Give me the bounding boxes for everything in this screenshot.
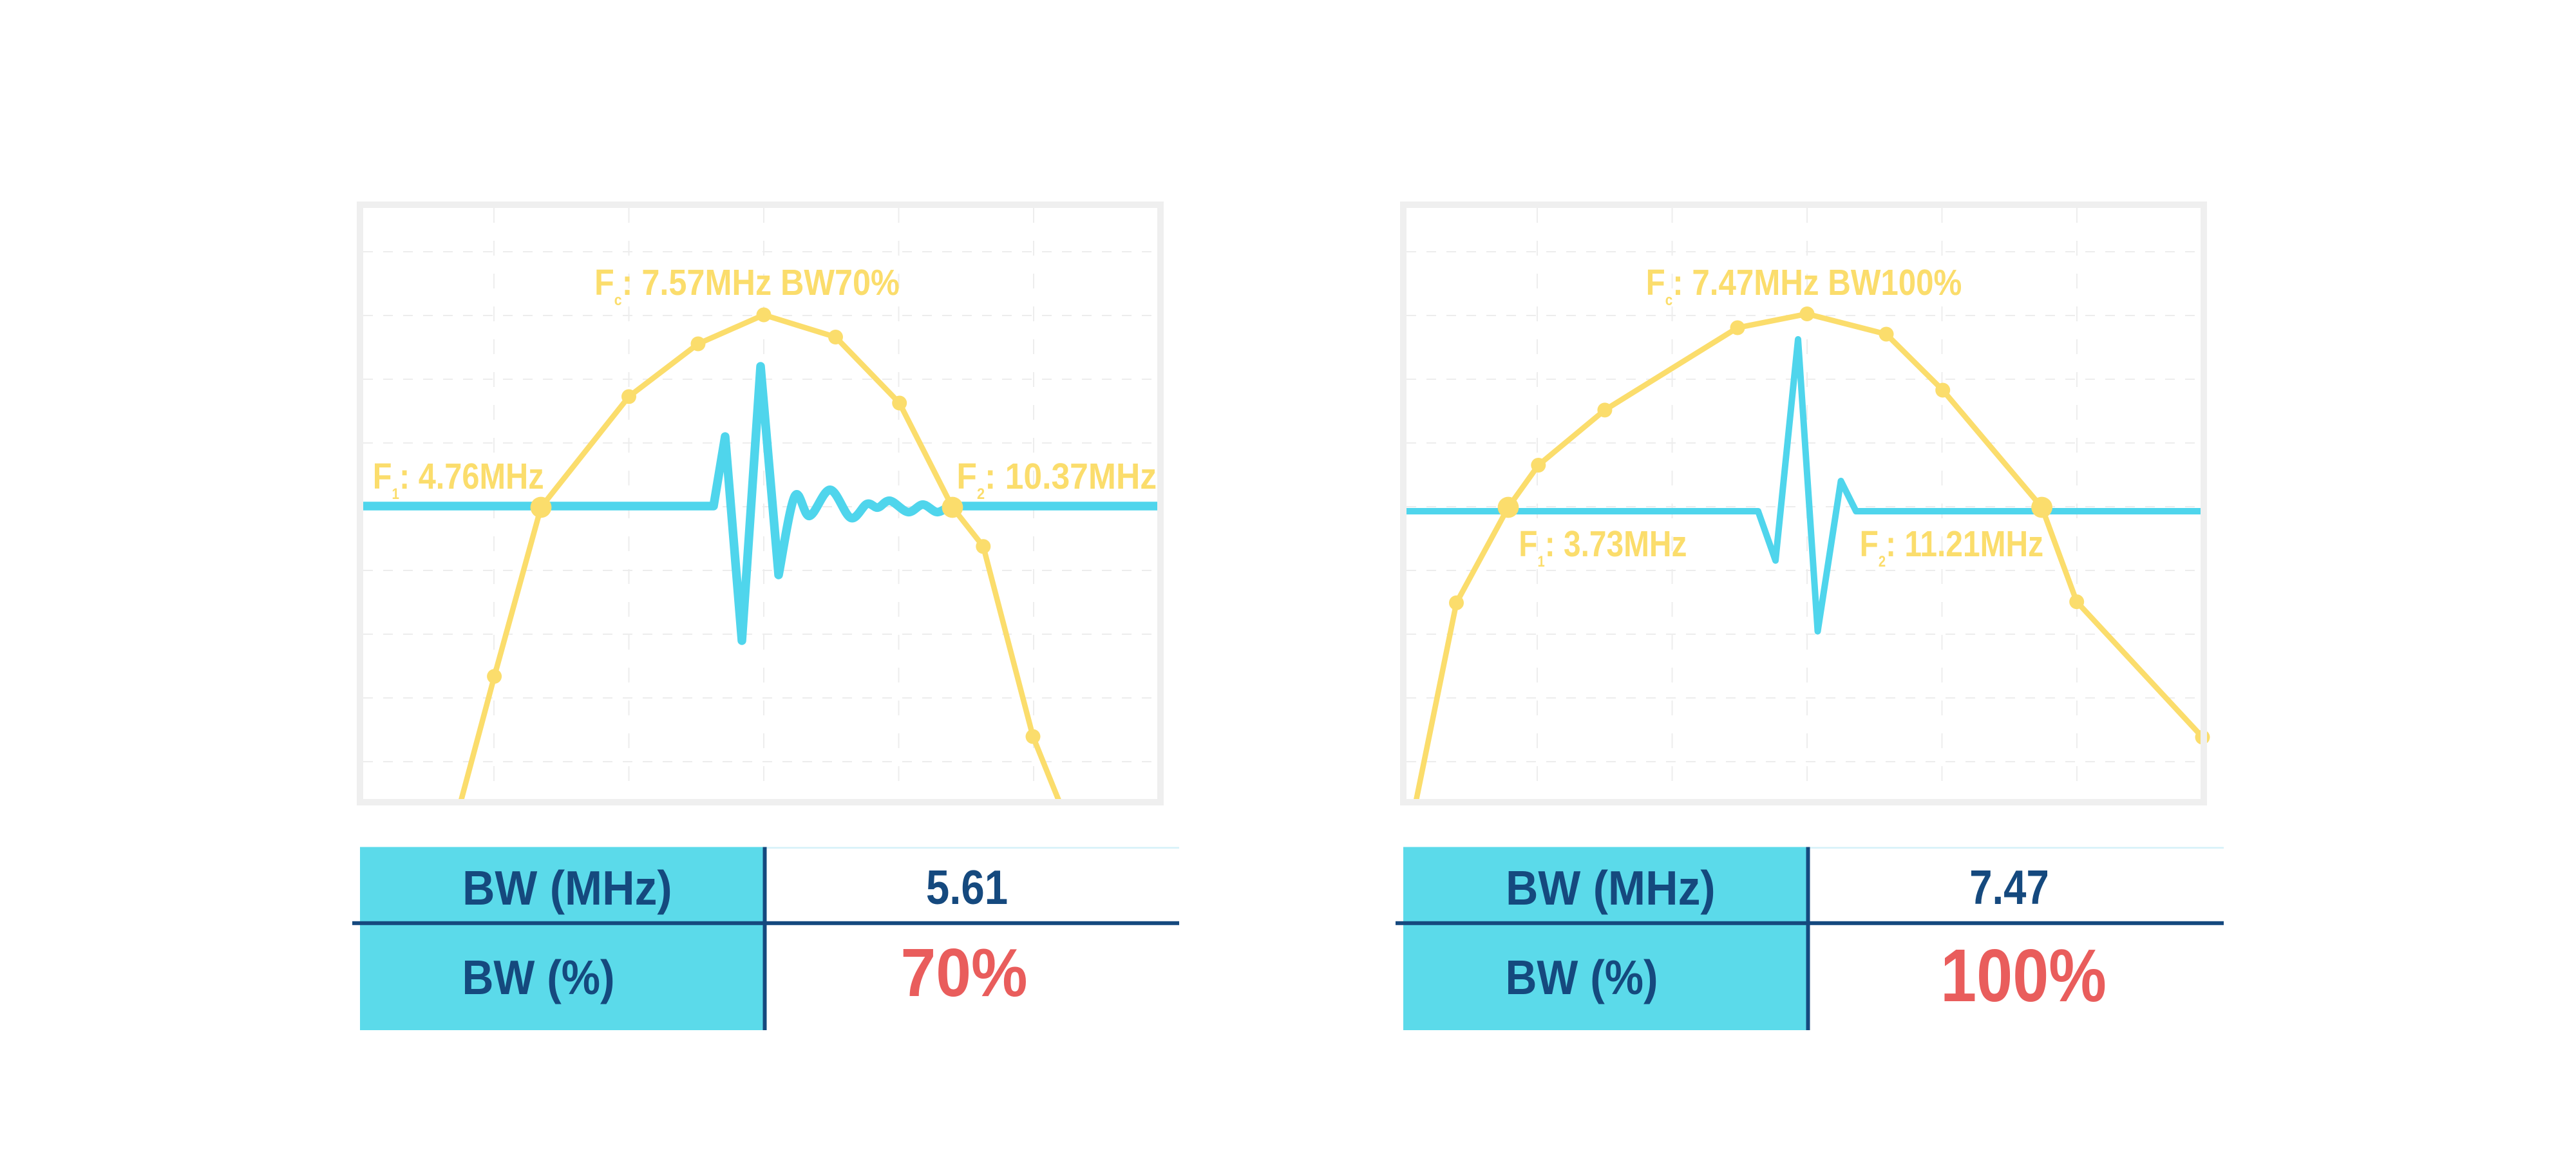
svg-text:F2: 11.21MHz: F2: 11.21MHz <box>1860 523 2043 570</box>
svg-text:7.47: 7.47 <box>1969 860 2049 914</box>
svg-text:BW (MHz): BW (MHz) <box>462 861 672 916</box>
svg-text:Fc: 7.47MHz BW100%: Fc: 7.47MHz BW100% <box>1646 263 1962 309</box>
svg-text:100%: 100% <box>1940 934 2107 1017</box>
svg-text:F1: 3.73MHz: F1: 3.73MHz <box>1519 523 1687 570</box>
svg-text:F1: 4.76MHz: F1: 4.76MHz <box>373 456 544 502</box>
svg-text:5.61: 5.61 <box>926 860 1008 914</box>
svg-text:70%: 70% <box>900 934 1027 1011</box>
svg-text:BW (MHz): BW (MHz) <box>1506 861 1716 916</box>
svg-text:Fc: 7.57MHz BW70%: Fc: 7.57MHz BW70% <box>594 262 900 308</box>
svg-text:BW (%): BW (%) <box>1506 951 1658 1005</box>
svg-text:F2: 10.37MHz: F2: 10.37MHz <box>956 456 1157 503</box>
svg-text:BW (%): BW (%) <box>462 951 615 1005</box>
